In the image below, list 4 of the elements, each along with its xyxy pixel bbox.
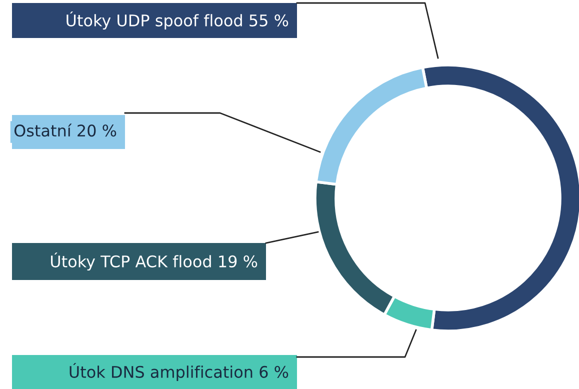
slice-label: Útoky TCP ACK flood 19 % xyxy=(51,252,258,271)
slice-label: Útoky UDP spoof flood 55 % xyxy=(66,11,288,30)
slice-label: Útok DNS amplification 6 % xyxy=(70,362,288,382)
slice-label: Ostatní 20 % xyxy=(14,124,116,137)
